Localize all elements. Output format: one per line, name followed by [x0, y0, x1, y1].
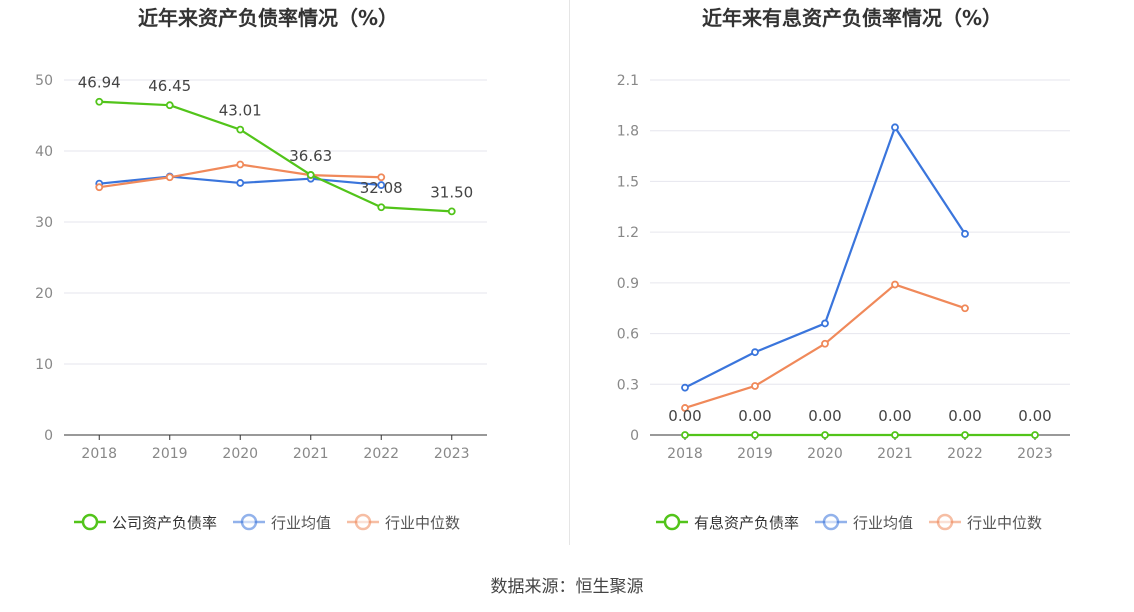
x-tick-label: 2022: [947, 446, 983, 462]
data-point-company: [95, 97, 104, 106]
data-point-average: [236, 179, 245, 187]
data-point-company: [306, 171, 315, 179]
data-source-note: 数据来源：恒生聚源: [490, 577, 644, 597]
data-point-company: [1031, 431, 1039, 439]
y-tick-label: 0.6: [617, 327, 639, 343]
legend-item-average[interactable]: 行业均值: [813, 510, 913, 534]
chart-title: 近年来有息资产负债率情况（%）: [702, 6, 1002, 30]
x-tick-label: 2021: [877, 446, 913, 462]
x-tick-label: 2018: [81, 446, 117, 462]
data-point-average: [891, 123, 899, 132]
data-label: 0.00: [808, 407, 841, 425]
x-tick-label: 2021: [293, 446, 329, 462]
legend-item-average[interactable]: 行业均值: [231, 510, 331, 534]
legend-debt-ratio-chart: 公司资产负债率 行业均值 行业中位数: [72, 510, 474, 534]
x-tick-label: 2020: [807, 446, 843, 462]
x-tick-label: 2018: [667, 446, 703, 462]
data-point-median: [891, 280, 899, 289]
x-tick-label: 2022: [363, 446, 399, 462]
y-tick-label: 0.9: [617, 276, 639, 292]
legend-item-company[interactable]: 公司资产负债率: [72, 510, 217, 534]
data-point-company: [891, 431, 899, 439]
y-tick-label: 1.8: [617, 124, 639, 140]
data-point-median: [236, 160, 245, 169]
y-tick-label: 20: [35, 286, 53, 302]
data-point-median: [95, 183, 104, 192]
data-label: 0.00: [738, 407, 771, 425]
data-point-company: [447, 207, 456, 216]
legend-label: 公司资产负债率: [112, 513, 218, 532]
legend-label: 行业中位数: [967, 513, 1043, 532]
legend-item-median[interactable]: 行业中位数: [345, 510, 460, 534]
x-tick-label: 2019: [152, 446, 188, 462]
legend-label: 行业均值: [271, 513, 332, 532]
data-point-median: [681, 404, 689, 412]
data-label: 43.01: [219, 102, 262, 120]
y-tick-label: 0: [630, 428, 639, 444]
data-label: 46.94: [78, 74, 121, 92]
y-tick-label: 1.5: [617, 174, 639, 190]
x-tick-label: 2020: [222, 446, 258, 462]
legend-marker-icon: [347, 513, 380, 531]
chart-title: 近年来资产负债率情况（%）: [138, 6, 398, 30]
legend-item-company[interactable]: 有息资产负债率: [654, 510, 799, 534]
y-tick-label: 40: [35, 144, 53, 160]
legend-marker-icon: [815, 513, 848, 531]
data-label: 0.00: [1018, 407, 1051, 425]
data-point-median: [751, 382, 759, 390]
legend-marker-icon: [74, 513, 106, 531]
data-label: 36.63: [289, 147, 332, 165]
data-point-median: [821, 339, 829, 348]
data-label: 31.50: [430, 183, 473, 201]
data-point-average: [961, 229, 969, 238]
data-label: 32.08: [360, 179, 403, 197]
data-point-company: [377, 203, 386, 212]
y-tick-label: 10: [35, 357, 53, 373]
legend-marker-icon: [233, 513, 266, 531]
x-tick-label: 2023: [1017, 446, 1053, 462]
data-label: 46.45: [148, 77, 191, 95]
legend-interest-debt-ratio-chart: 有息资产负债率 行业均值 行业中位数: [654, 510, 1056, 534]
series-line-average: [684, 126, 966, 389]
data-point-company: [751, 431, 759, 439]
legend-label: 行业均值: [853, 513, 914, 532]
data-point-company: [165, 101, 174, 110]
data-point-average: [377, 181, 386, 189]
legend-marker-icon: [929, 513, 962, 531]
data-point-company: [681, 431, 689, 439]
panel-divider: [569, 0, 570, 545]
data-point-average: [821, 319, 829, 328]
legend-label: 行业中位数: [385, 513, 461, 532]
data-point-median: [165, 173, 174, 182]
y-tick-label: 2.1: [617, 73, 639, 89]
y-tick-label: 0: [44, 428, 53, 444]
y-tick-label: 1.2: [617, 225, 639, 241]
y-tick-label: 30: [35, 215, 53, 231]
x-tick-label: 2019: [737, 446, 773, 462]
data-point-company: [236, 125, 245, 134]
data-point-average: [681, 383, 689, 392]
data-point-company: [961, 431, 969, 439]
x-tick-label: 2023: [434, 446, 470, 462]
data-label: 0.00: [878, 407, 911, 425]
data-point-median: [377, 173, 386, 182]
legend-item-median[interactable]: 行业中位数: [927, 510, 1042, 534]
series-line-company: [99, 100, 452, 213]
data-label: 0.00: [668, 407, 701, 425]
data-point-median: [961, 304, 969, 313]
y-tick-label: 0.3: [617, 377, 639, 393]
legend-label: 有息资产负债率: [694, 513, 800, 532]
data-label: 0.00: [948, 407, 981, 425]
data-point-company: [821, 431, 829, 439]
legend-marker-icon: [656, 513, 688, 531]
y-tick-label: 50: [35, 73, 53, 89]
data-point-average: [751, 348, 759, 357]
